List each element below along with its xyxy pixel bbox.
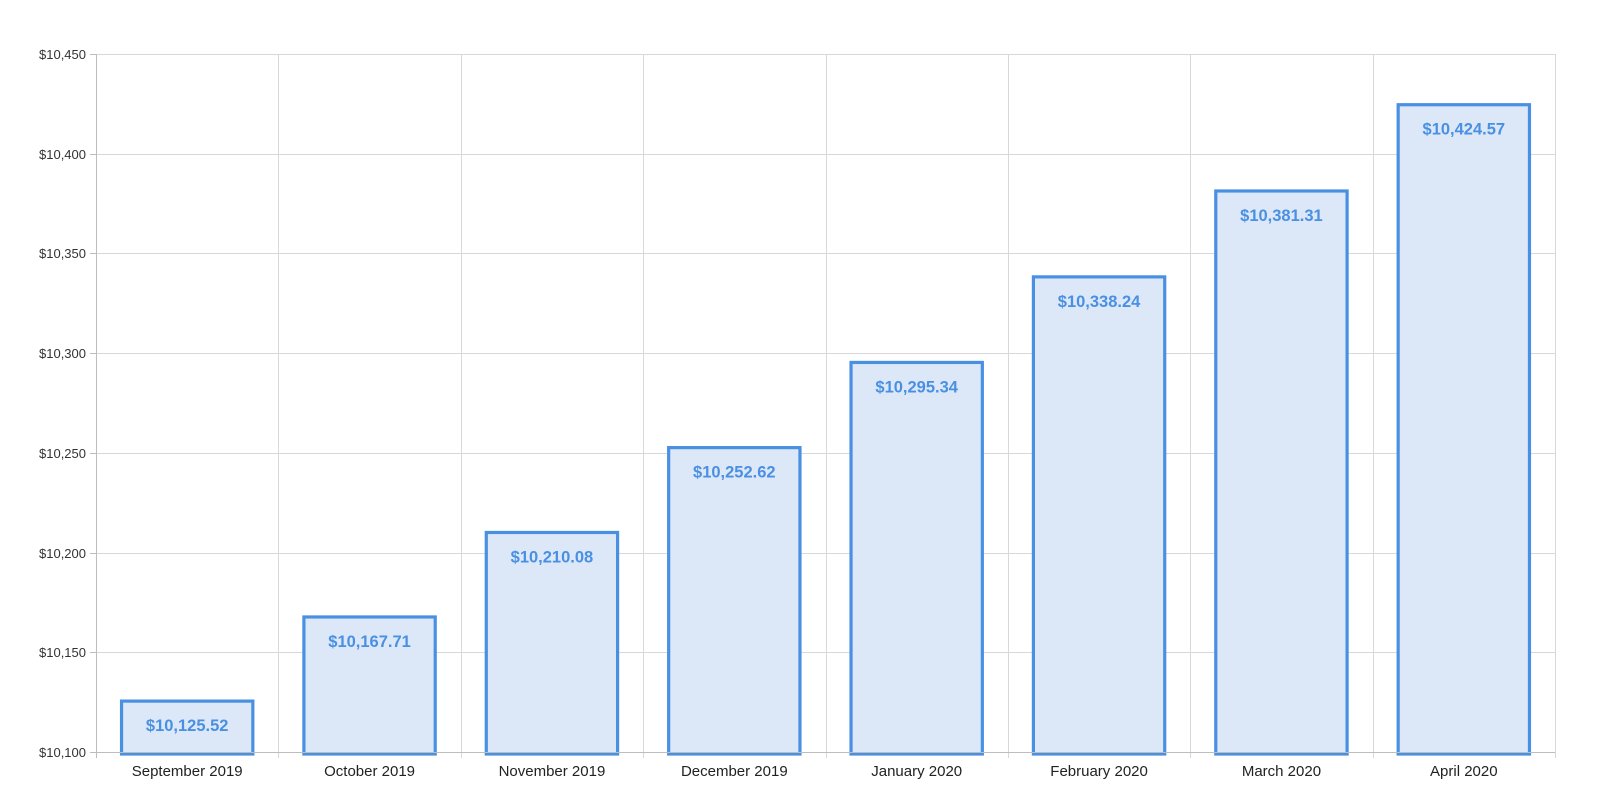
data-label: $10,167.71 <box>328 633 411 651</box>
bar <box>1396 103 1532 756</box>
x-tick-label: February 2020 <box>1050 763 1148 780</box>
y-tick-label: $10,100 <box>39 745 86 760</box>
data-labels: $10,125.52 $10,167.71 $10,210.08 $10,252.62… <box>146 121 1505 735</box>
x-tick-label: December 2019 <box>681 763 788 780</box>
x-tick-label: November 2019 <box>499 763 606 780</box>
y-tick-label: $10,300 <box>39 346 86 361</box>
data-label: $10,252.62 <box>693 464 776 482</box>
y-tick-label: $10,150 <box>39 645 86 660</box>
bar <box>119 699 255 756</box>
bar <box>1214 189 1349 756</box>
x-tick-label: January 2020 <box>871 763 962 780</box>
bar <box>302 615 437 756</box>
axes: $10,100 $10,150 $10,200 $10,250 $10,300 $10,3… <box>39 47 1555 780</box>
data-label: $10,210.08 <box>511 548 594 566</box>
bars <box>119 103 1532 756</box>
data-label: $10,125.52 <box>146 717 229 735</box>
x-tick-label: April 2020 <box>1430 763 1498 780</box>
data-label: $10,424.57 <box>1423 121 1506 139</box>
y-tick-label: $10,450 <box>39 47 86 62</box>
data-label: $10,338.24 <box>1058 293 1141 311</box>
y-tick-label: $10,400 <box>39 147 86 162</box>
y-tick-label: $10,250 <box>39 446 86 461</box>
data-label: $10,381.31 <box>1240 207 1323 225</box>
y-tick-label: $10,200 <box>39 546 86 561</box>
bar <box>667 446 802 756</box>
x-tick-label: October 2019 <box>324 763 415 780</box>
bar <box>1031 275 1167 756</box>
data-label: $10,295.34 <box>875 378 958 396</box>
x-tick-label: September 2019 <box>132 763 243 780</box>
grid <box>96 54 1556 758</box>
x-tick-label: March 2020 <box>1242 763 1321 780</box>
bar <box>484 530 620 756</box>
bar <box>849 360 984 756</box>
y-tick-label: $10,350 <box>39 246 86 261</box>
